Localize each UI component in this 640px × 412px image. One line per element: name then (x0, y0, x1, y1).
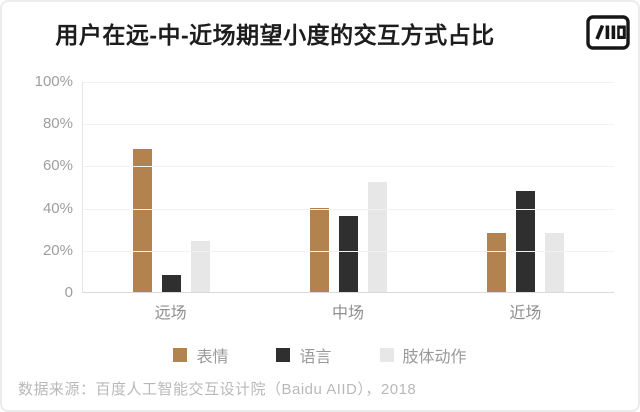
legend-item: 表情 (173, 343, 228, 367)
legend-label: 语言 (299, 349, 332, 366)
gridline (83, 166, 614, 168)
bar-语言-远场 (162, 275, 181, 292)
aiid-logo-icon (586, 15, 630, 50)
bar-表情-远场 (133, 148, 152, 292)
y-axis-label: 0 (64, 284, 73, 301)
x-axis-label: 近场 (509, 305, 542, 322)
y-axis-label: 60% (42, 157, 73, 175)
plot-area (82, 82, 614, 293)
y-axis-label: 20% (42, 241, 73, 259)
bar-表情-中场 (310, 207, 329, 292)
legend-swatch (276, 348, 291, 362)
x-axis-label: 远场 (154, 305, 187, 322)
legend-label: 表情 (196, 349, 229, 366)
legend-item: 肢体动作 (379, 343, 467, 367)
legend-swatch (379, 348, 394, 362)
chart-header: 用户在远-中-近场期望小度的交互方式占比 (2, 2, 638, 50)
bar-肢体动作-近场 (545, 232, 564, 292)
legend-swatch (173, 348, 188, 362)
y-axis: 100% 80% 60% 40% 20% 0 (2, 73, 73, 301)
legend-item: 语言 (276, 343, 332, 367)
bar-肢体动作-中场 (368, 182, 387, 292)
bar-group (437, 82, 614, 292)
gridline (83, 82, 614, 83)
y-axis-label: 100% (34, 73, 73, 90)
gridline (83, 250, 614, 252)
x-axis-label: 中场 (331, 305, 364, 322)
bar-group (260, 82, 437, 292)
data-source: 数据来源：百度人工智能交互设计院（Baidu AIID），2018 (18, 381, 417, 398)
bar-肢体动作-远场 (191, 241, 210, 292)
gridline (83, 124, 614, 126)
gridline (83, 208, 614, 210)
y-axis-label: 40% (42, 199, 73, 217)
bar-语言-近场 (516, 190, 535, 292)
bar-group (83, 82, 260, 292)
bar-语言-中场 (339, 216, 358, 292)
bar-groups (83, 82, 614, 292)
bar-表情-近场 (487, 232, 506, 292)
page-title: 用户在远-中-近场期望小度的交互方式占比 (55, 22, 495, 48)
x-axis: 远场 中场 近场 (82, 299, 614, 323)
legend-label: 肢体动作 (402, 349, 467, 366)
legend: 表情 语言 肢体动作 (2, 343, 638, 367)
y-axis-label: 80% (42, 115, 73, 133)
